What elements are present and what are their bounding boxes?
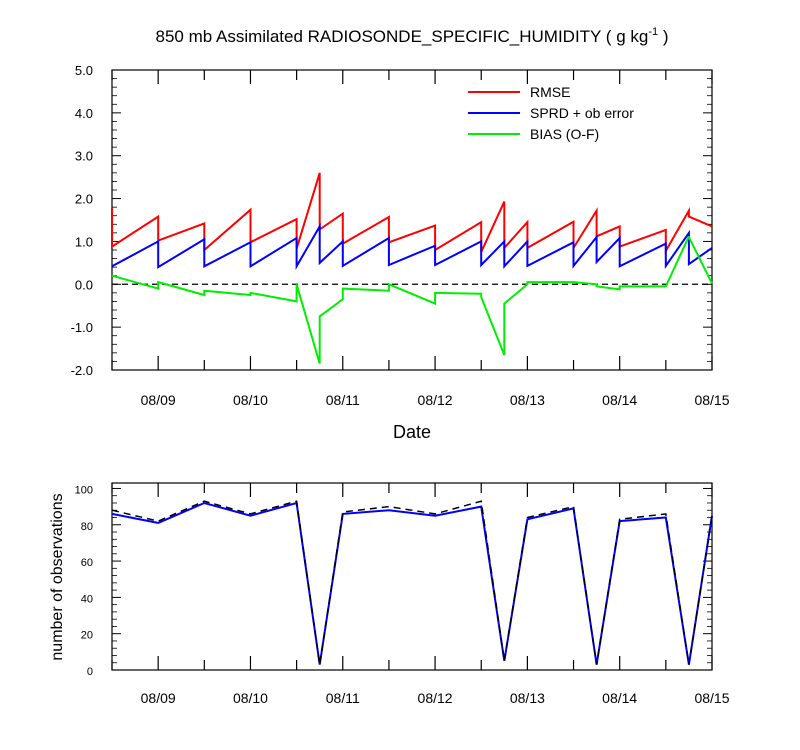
top-x-tick-label: 08/10 [233, 392, 268, 408]
x-axis-label: Date [393, 422, 431, 442]
bottom-x-tick-label: 08/12 [418, 690, 453, 706]
bottom-y-tick-label: 20 [81, 630, 93, 642]
top-series-line-bias-o-f [111, 235, 713, 364]
top-x-tick-label: 08/12 [418, 392, 453, 408]
top-x-tick-label: 08/14 [602, 392, 637, 408]
bottom-y-tick-label: 60 [81, 557, 93, 569]
top-y-tick-label: -2.0 [71, 363, 93, 378]
bottom-y-tick-label: 100 [75, 484, 93, 496]
bottom-x-tick-label: 08/13 [510, 690, 545, 706]
top-y-tick-label: 4.0 [75, 106, 93, 121]
bottom-x-tick-label: 08/09 [141, 690, 176, 706]
bottom-y-tick-label: 0 [87, 666, 93, 678]
top-y-tick-label: 5.0 [75, 63, 93, 78]
top-x-tick-label: 08/09 [141, 392, 176, 408]
top-x-tick-label: 08/11 [326, 392, 360, 408]
top-x-tick-label: 08/13 [510, 392, 545, 408]
legend-label: RMSE [530, 84, 570, 100]
top-y-tick-label: 0.0 [75, 277, 93, 292]
bottom-x-tick-label: 08/11 [326, 690, 360, 706]
bottom-plot-frame [111, 482, 713, 671]
legend-label: BIAS (O-F) [530, 126, 599, 142]
chart-title: 850 mb Assimilated RADIOSONDE_SPECIFIC_H… [156, 26, 669, 46]
y-axis-label-observations: number of observations [49, 493, 66, 660]
bottom-x-tick-label: 08/14 [602, 690, 637, 706]
top-y-tick-label: 2.0 [75, 192, 93, 207]
bottom-y-tick-label: 40 [81, 593, 93, 605]
legend-label: SPRD + ob error [530, 105, 634, 121]
top-y-tick-label: 1.0 [75, 234, 93, 249]
bottom-series-line-series-0 [111, 501, 713, 665]
top-y-tick-label: 3.0 [75, 149, 93, 164]
top-series-line-sprd-ob-error [111, 222, 713, 271]
top-x-tick-label: 08/15 [694, 392, 729, 408]
bottom-x-tick-label: 08/15 [694, 690, 729, 706]
bottom-series-line-series-1 [111, 500, 713, 665]
top-y-tick-label: -1.0 [71, 320, 93, 335]
bottom-y-tick-label: 80 [81, 521, 93, 533]
bottom-x-tick-label: 08/10 [233, 690, 268, 706]
